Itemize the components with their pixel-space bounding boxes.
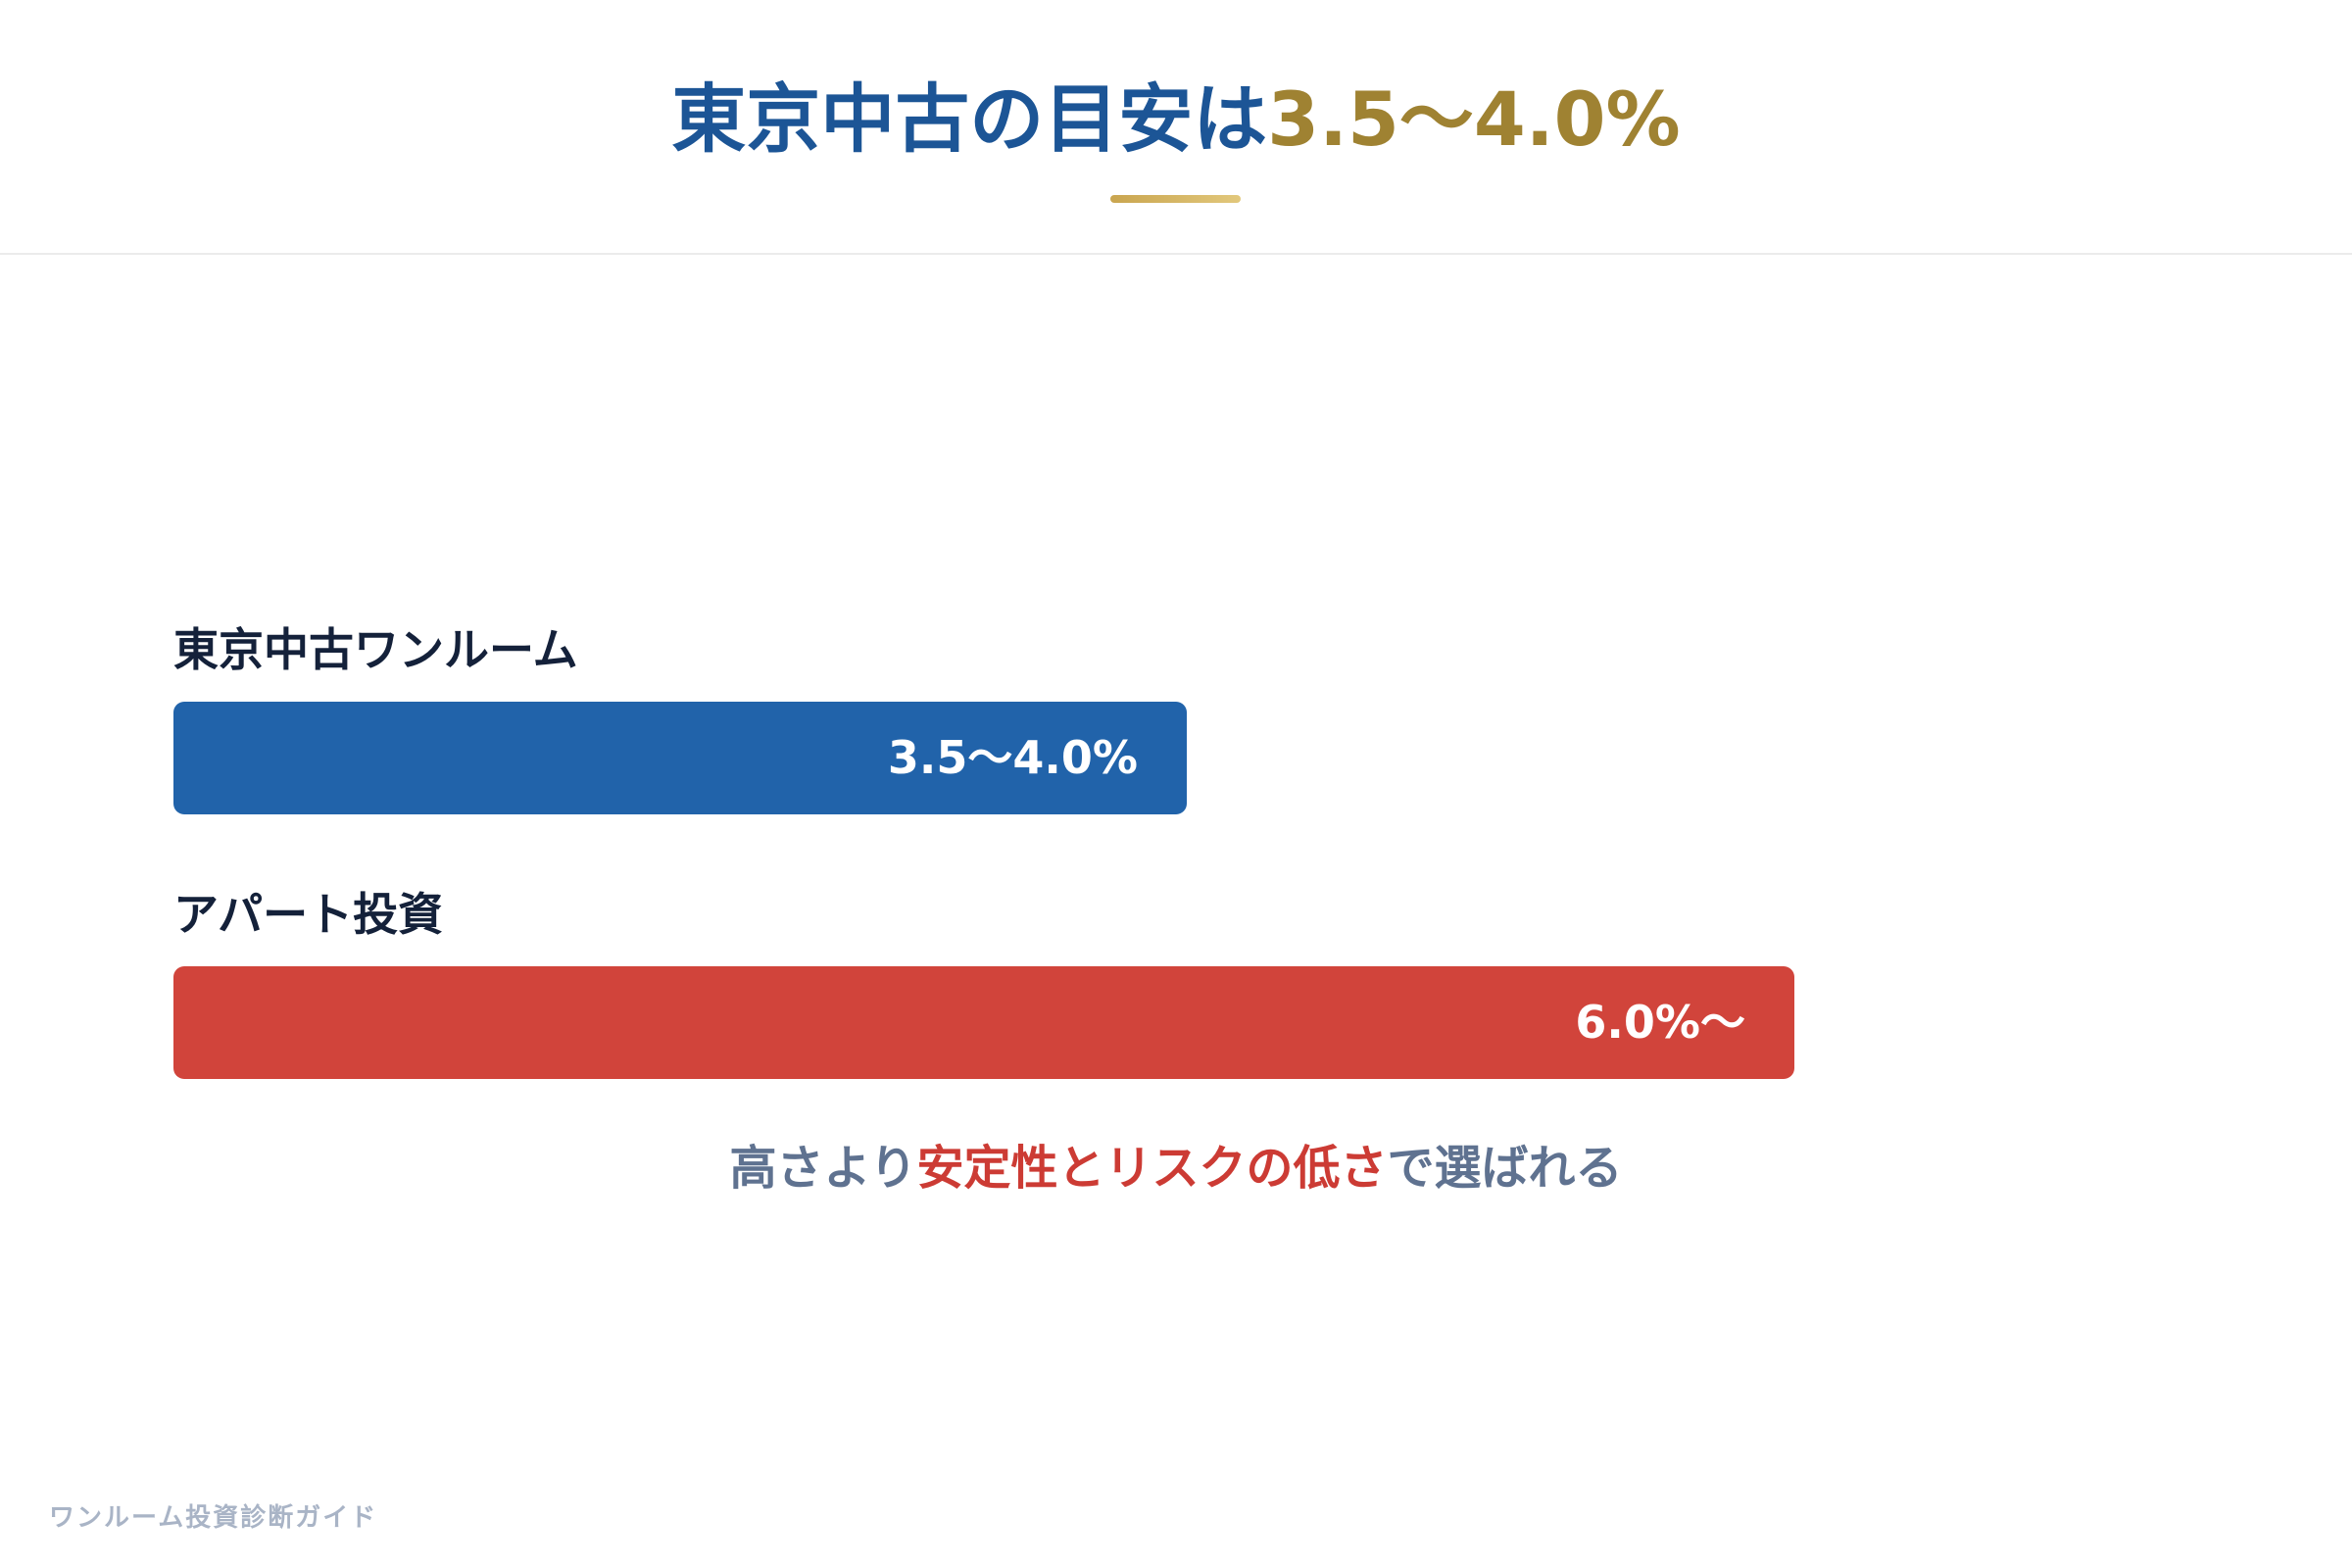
caption-highlight: 安定性とリスクの低さ	[916, 1141, 1388, 1196]
title-main: 東京中古の目安は	[671, 75, 1268, 163]
caption: 高さより安定性とリスクの低さで選ばれる	[0, 1137, 2352, 1200]
bar-1: 3.5〜4.0%	[173, 702, 1187, 814]
bar-value-label-1: 3.5〜4.0%	[887, 731, 1138, 784]
bar-2: 6.0%〜	[173, 966, 1794, 1079]
title-accent: 3.5〜4.0%	[1267, 75, 1681, 163]
header: 東京中古の目安は3.5〜4.0%	[0, 0, 2352, 255]
bar-value-label-2: 6.0%〜	[1575, 996, 1745, 1049]
caption-prefix: 高さより	[729, 1141, 917, 1196]
title-underline	[1110, 195, 1241, 203]
bar-label-1: 東京中古ワンルーム	[173, 623, 578, 676]
footer-brand: ワンルーム投資診断ガイド	[49, 1503, 378, 1533]
caption-suffix: で選ばれる	[1387, 1141, 1623, 1196]
page-title: 東京中古の目安は3.5〜4.0%	[0, 73, 2352, 167]
bar-label-2: アパート投資	[173, 888, 444, 941]
